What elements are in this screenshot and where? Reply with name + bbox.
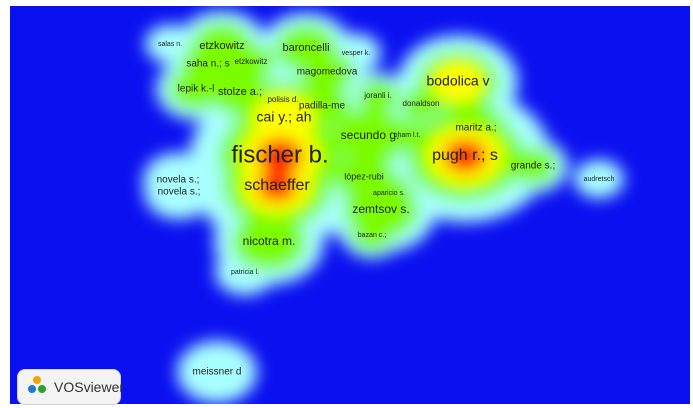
app-name: VOSviewer [54,379,125,395]
density-blob-mid [351,219,393,251]
author-label[interactable]: audretsch [584,176,615,183]
density-blobs [143,10,624,404]
density-blob-low [145,24,195,64]
author-label[interactable]: bodolica v [426,73,489,89]
author-label[interactable]: novela s.; [157,175,200,186]
author-label[interactable]: lepik k.-l [178,84,215,95]
density-blob-mid [400,88,442,120]
author-label[interactable]: meissner d [193,367,242,378]
author-label[interactable]: patricia l. [231,269,259,276]
author-label[interactable]: vesper k. [342,50,370,57]
density-blob-mid [168,67,224,111]
author-label[interactable]: lópez-rubi [344,171,384,181]
author-label[interactable]: saha n.; s [186,59,229,70]
author-label[interactable]: nicotra m. [243,234,296,248]
vosviewer-logo-icon [26,374,48,401]
density-blob-peak [257,138,303,174]
author-label[interactable]: padilla-me [299,101,346,112]
density-blob-mid [365,174,413,212]
author-label[interactable]: zemtsov s. [352,202,409,216]
author-label[interactable]: cai y.; ah [257,109,312,125]
density-blob-mid [227,43,275,81]
author-label[interactable]: salas n. [158,41,182,48]
author-label[interactable]: maritz a.; [455,123,496,134]
density-blob-mid [231,212,307,272]
author-label[interactable]: etzkowitz [199,40,244,52]
author-label[interactable]: secundo g. [341,128,400,142]
density-blob-low [574,159,624,199]
author-label[interactable]: grande s.; [511,161,555,172]
author-label[interactable]: polisis d. [267,95,298,104]
author-label[interactable]: pham l.t. [394,132,421,139]
density-blob-mid [299,50,355,94]
author-label[interactable]: baroncelli [282,42,329,54]
author-label[interactable]: donaldson [403,99,440,108]
author-label[interactable]: novela s.; [158,187,201,198]
vosviewer-badge: VOSviewer [17,369,125,405]
density-blob-peak [257,170,297,202]
density-blob-mid [509,147,557,185]
author-label[interactable]: stolze a.; [218,86,262,98]
author-label[interactable]: schaeffer [244,177,310,194]
author-label[interactable]: etzkowitz [235,57,268,66]
density-blob-high [431,60,485,104]
density-blob-low [177,340,257,404]
author-label[interactable]: bazan c.; [358,232,386,239]
author-label[interactable]: aparicio s. [373,190,405,197]
density-blob-mid [357,80,399,112]
author-label[interactable]: pugh r.; s [432,147,498,164]
density-map-svg: fischer b. schaeffer pugh r.; s bodolica v c… [10,6,690,404]
density-visualization[interactable]: fischer b. schaeffer pugh r.; s bodolica v c… [10,6,690,404]
author-label[interactable]: magomedova [297,67,358,78]
density-blob-high [252,93,316,143]
density-blob-low [144,164,214,220]
author-label[interactable]: joranli i. [363,91,392,100]
density-blob-mid [332,106,408,166]
author-label[interactable]: fischer b. [231,141,328,168]
density-blob-peak [443,139,487,173]
density-blob-mid [386,119,428,151]
